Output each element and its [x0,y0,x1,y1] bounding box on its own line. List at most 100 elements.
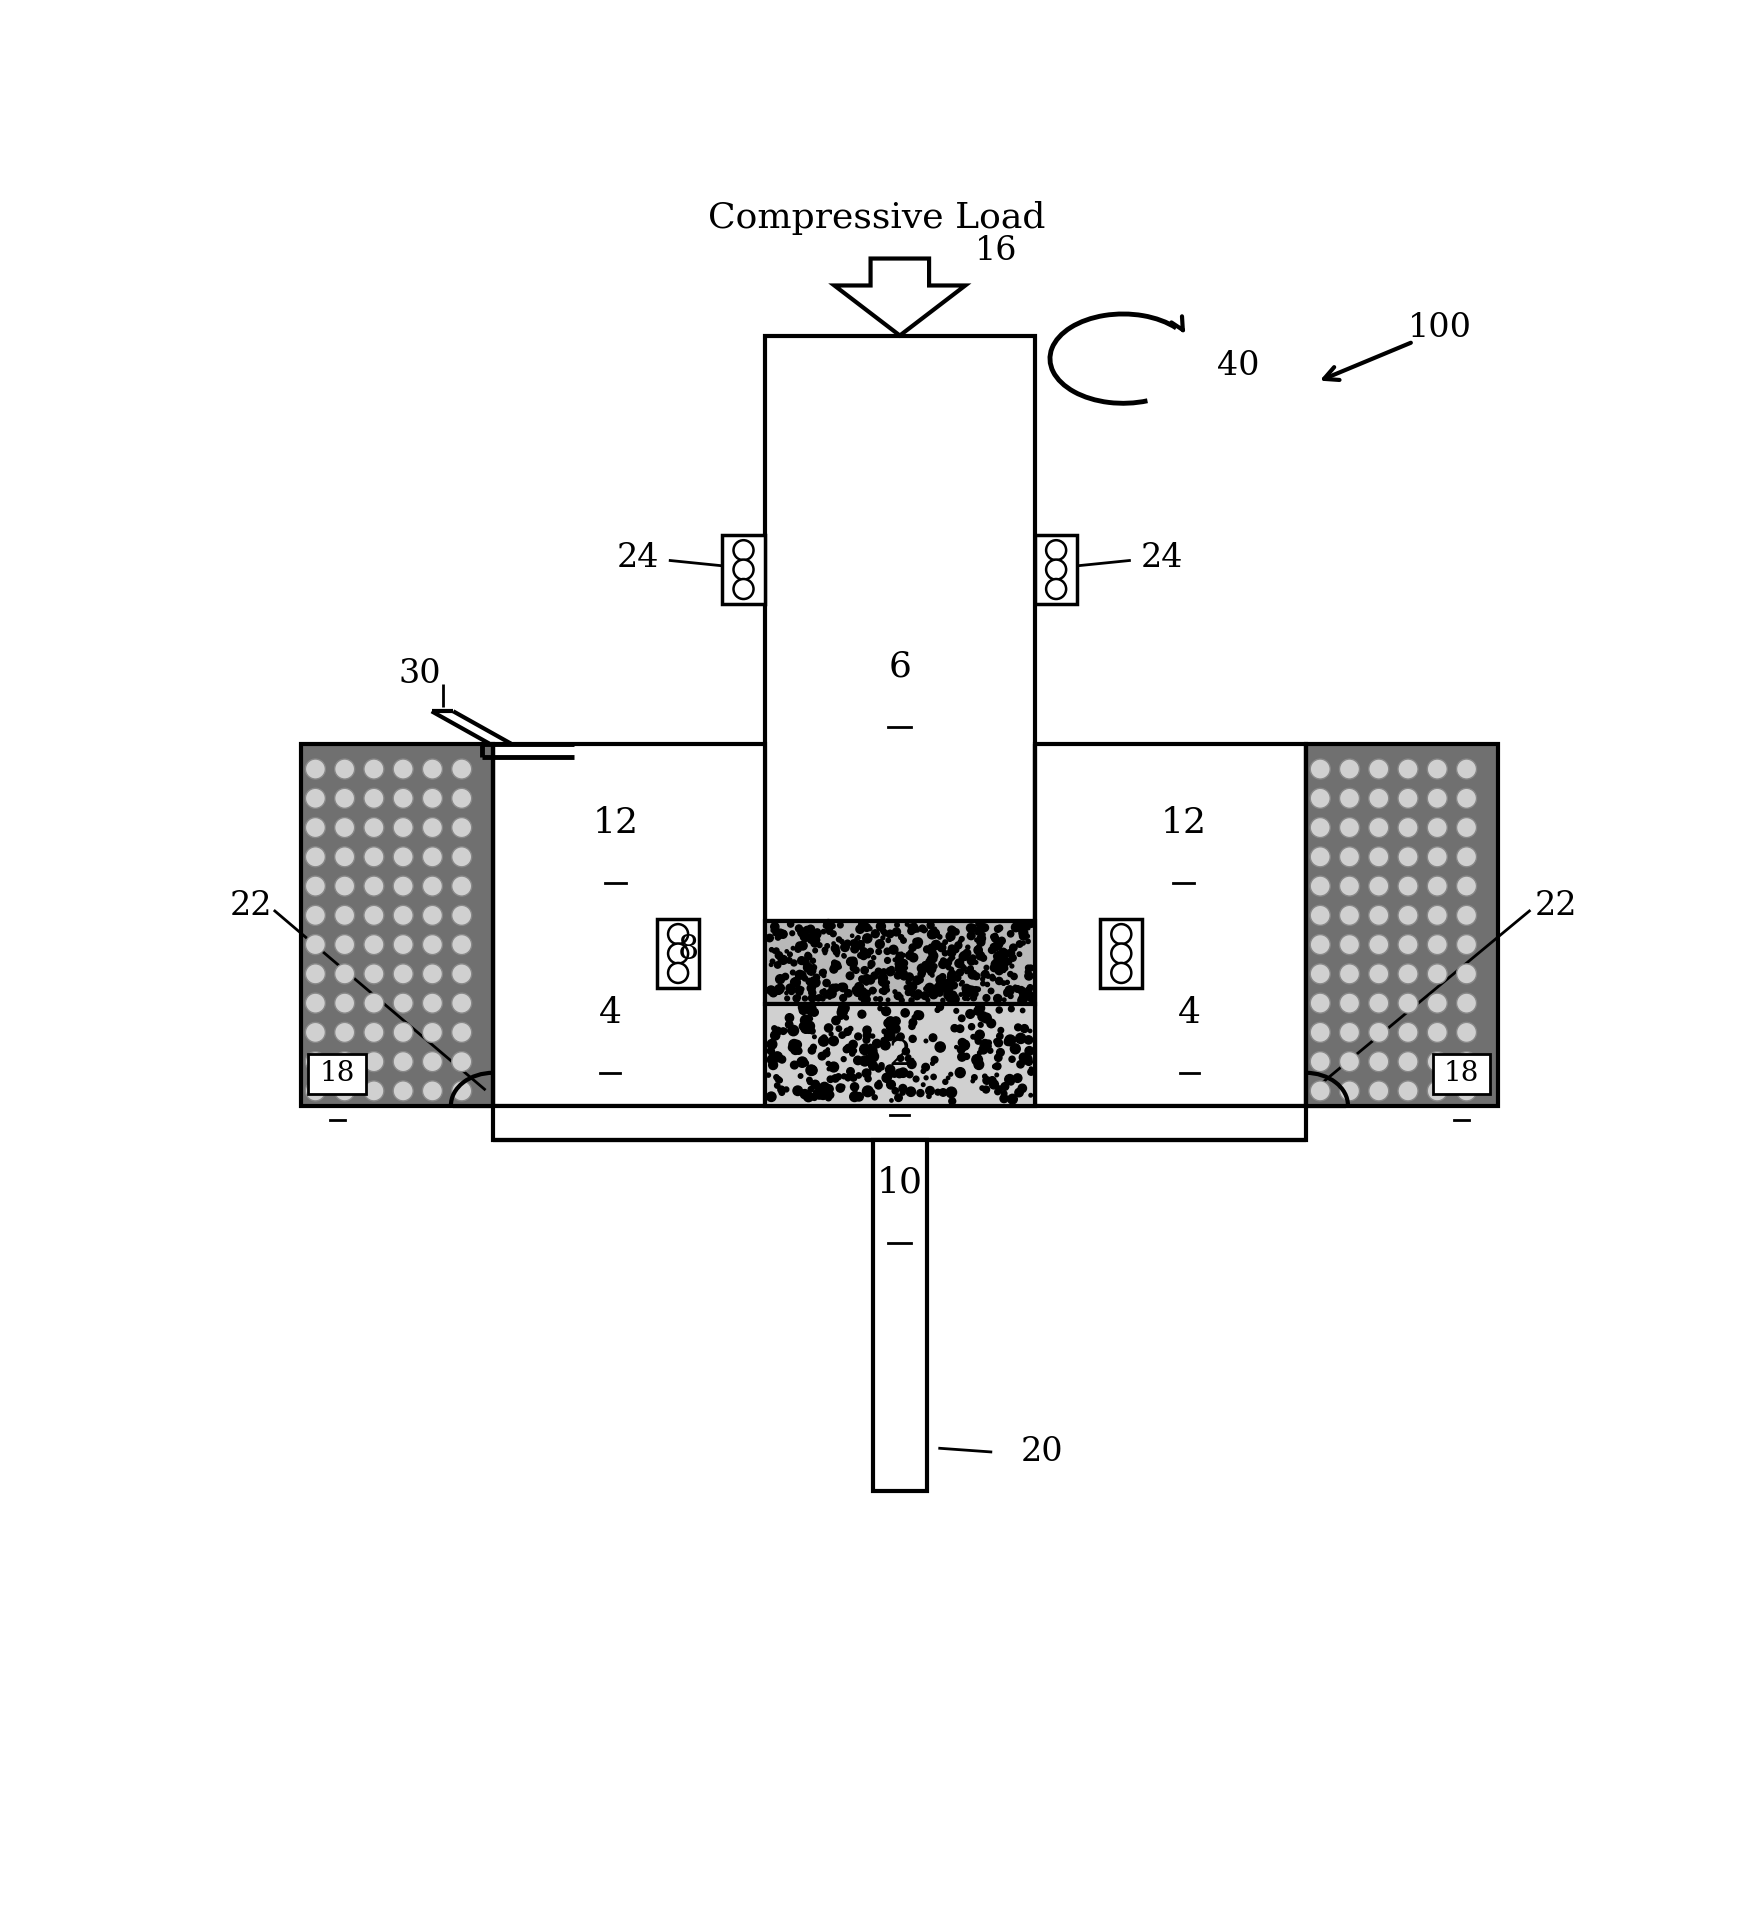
Circle shape [893,958,897,962]
Circle shape [925,964,934,974]
Circle shape [835,1074,841,1079]
Circle shape [928,951,937,960]
Circle shape [872,1095,878,1100]
Circle shape [965,945,971,949]
Circle shape [832,945,839,953]
Bar [1100,918,1143,987]
Circle shape [856,941,865,949]
Circle shape [883,1029,886,1033]
Circle shape [892,1016,900,1026]
Circle shape [913,1016,918,1020]
Circle shape [906,953,913,958]
Circle shape [451,964,472,983]
Circle shape [1311,788,1330,809]
Bar [493,1106,1306,1141]
Circle shape [856,935,860,939]
Circle shape [949,982,956,989]
Circle shape [865,997,870,1003]
Circle shape [872,989,876,993]
Circle shape [949,995,960,1005]
Circle shape [834,949,841,955]
Circle shape [897,953,902,957]
Circle shape [900,1008,909,1018]
Circle shape [809,989,816,997]
Circle shape [862,966,869,974]
Circle shape [863,949,870,957]
Circle shape [813,932,820,937]
Circle shape [779,1056,783,1062]
Circle shape [862,995,870,1005]
Circle shape [853,1056,862,1064]
Circle shape [872,957,876,960]
Circle shape [1311,847,1330,866]
Circle shape [1339,817,1360,838]
Circle shape [776,930,784,937]
Circle shape [849,1075,856,1081]
Circle shape [828,1037,839,1045]
Text: 18: 18 [1444,1060,1479,1087]
Circle shape [1457,876,1476,895]
Circle shape [974,987,978,991]
Text: 40: 40 [1218,351,1260,381]
Circle shape [1009,993,1013,999]
Circle shape [849,964,856,972]
Text: 4: 4 [1178,997,1200,1029]
Circle shape [990,976,995,982]
Circle shape [1014,924,1021,932]
Circle shape [897,1033,904,1041]
Circle shape [811,1008,818,1016]
Circle shape [797,989,804,995]
Circle shape [958,1052,967,1062]
Circle shape [1427,1052,1448,1072]
Circle shape [913,991,921,999]
Circle shape [935,1089,941,1095]
Circle shape [335,788,355,809]
Circle shape [788,953,792,957]
Circle shape [890,1098,893,1102]
Circle shape [837,1008,848,1018]
Circle shape [862,1085,874,1097]
Circle shape [777,955,786,962]
Circle shape [795,980,800,985]
Circle shape [788,1043,797,1051]
Circle shape [806,953,811,958]
Circle shape [967,957,976,964]
Circle shape [807,1079,813,1085]
Circle shape [1457,1022,1476,1043]
Circle shape [423,1081,442,1100]
Circle shape [941,999,944,1003]
Circle shape [937,1005,944,1010]
Circle shape [393,964,412,983]
Circle shape [851,934,853,937]
Circle shape [948,926,955,934]
Circle shape [956,1026,963,1033]
Circle shape [906,922,909,926]
Circle shape [909,926,914,932]
Circle shape [814,1085,820,1091]
Circle shape [897,993,900,997]
Circle shape [993,953,999,958]
Circle shape [792,947,795,951]
Circle shape [971,955,976,960]
Circle shape [974,1037,979,1041]
Circle shape [942,951,948,957]
Circle shape [1002,966,1007,970]
Circle shape [934,983,939,989]
Circle shape [451,1022,472,1043]
Circle shape [811,1045,816,1051]
Circle shape [897,953,904,958]
Circle shape [1018,987,1025,993]
Circle shape [423,847,442,866]
Circle shape [335,876,355,895]
Circle shape [1016,1033,1025,1043]
Circle shape [997,1085,1002,1093]
Text: Compressive Load: Compressive Load [707,201,1046,236]
Circle shape [951,970,955,976]
Circle shape [1009,1006,1014,1012]
Circle shape [1427,847,1448,866]
Circle shape [802,958,809,966]
Circle shape [856,926,863,934]
Circle shape [804,962,813,972]
Circle shape [811,1008,818,1016]
Circle shape [1021,941,1025,945]
